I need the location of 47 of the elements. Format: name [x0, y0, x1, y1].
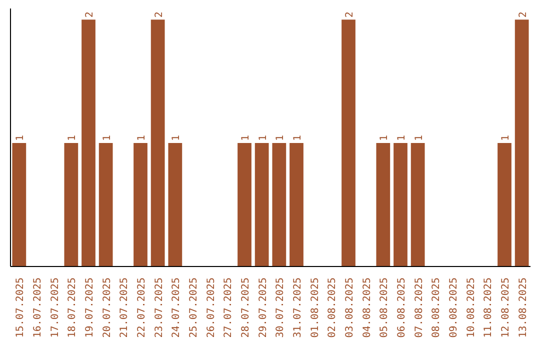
- x-tick-label: 25.07.2025: [188, 277, 200, 338]
- x-tick-label: 12.08.2025: [500, 277, 512, 338]
- x-tick-label: 30.07.2025: [275, 277, 286, 338]
- data-label: 1: [102, 135, 113, 142]
- x-tick-label: 27.07.2025: [223, 277, 234, 338]
- data-label: 2: [154, 12, 165, 18]
- x-tick-label: 19.07.2025: [84, 277, 96, 338]
- data-label: 1: [396, 135, 408, 142]
- data-label: 1: [171, 135, 182, 142]
- x-tick-label: 13.08.2025: [518, 277, 529, 338]
- x-tick-label: 02.08.2025: [327, 277, 338, 338]
- x-tick-label: 20.07.2025: [102, 277, 113, 338]
- x-tick-label: 18.07.2025: [67, 277, 78, 338]
- data-label: 1: [275, 135, 286, 142]
- x-tick-label: 31.07.2025: [292, 277, 304, 338]
- x-tick-label: 16.07.2025: [32, 277, 44, 338]
- x-tick-label: 26.07.2025: [206, 277, 217, 338]
- data-label: 1: [500, 135, 512, 142]
- x-tick-label: 24.07.2025: [171, 277, 182, 338]
- data-label: 2: [84, 12, 96, 18]
- x-tick-label: 10.08.2025: [466, 277, 477, 338]
- x-tick-label: 22.07.2025: [136, 277, 148, 338]
- data-label: 1: [15, 135, 26, 142]
- x-tick-label: 03.08.2025: [344, 277, 356, 338]
- x-tick-label: 04.08.2025: [362, 277, 373, 338]
- data-label: 2: [344, 12, 356, 18]
- data-label: 1: [136, 135, 148, 142]
- x-tick-label: 15.07.2025: [15, 277, 26, 338]
- x-tick-label: 21.07.2025: [119, 277, 130, 338]
- x-tick-label: 09.08.2025: [448, 277, 460, 338]
- x-tick-label: 07.08.2025: [414, 277, 425, 338]
- x-tick-label: 05.08.2025: [379, 277, 390, 338]
- data-label: 1: [379, 135, 390, 142]
- x-tick-label: 17.07.2025: [50, 277, 61, 338]
- data-label: 1: [240, 135, 252, 142]
- x-tick-label: 28.07.2025: [240, 277, 252, 338]
- data-label: 1: [67, 135, 78, 142]
- data-label: 1: [258, 135, 269, 142]
- x-tick-label: 29.07.2025: [258, 277, 269, 338]
- x-tick-label: 08.08.2025: [431, 277, 442, 338]
- x-tick-label: 11.08.2025: [483, 277, 494, 338]
- data-label: 2: [518, 12, 529, 18]
- data-label: 1: [292, 135, 304, 142]
- x-tick-label: 06.08.2025: [396, 277, 408, 338]
- x-tick-label: 23.07.2025: [154, 277, 165, 338]
- data-label: 1: [414, 135, 425, 142]
- x-tick-label: 01.08.2025: [310, 277, 321, 338]
